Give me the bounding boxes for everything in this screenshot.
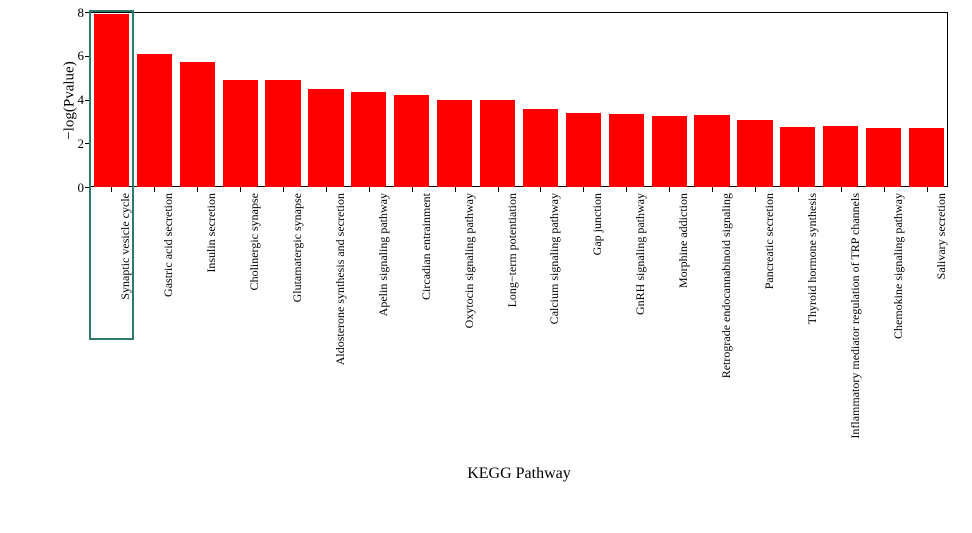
bar	[909, 128, 944, 187]
x-tick-mark	[283, 187, 284, 192]
x-tick-mark	[712, 187, 713, 192]
x-tick-mark	[626, 187, 627, 192]
x-tick-label: GnRH signaling pathway	[633, 193, 648, 493]
x-tick-mark	[455, 187, 456, 192]
bar	[437, 100, 472, 188]
x-tick-label: Apelin signaling pathway	[376, 193, 391, 493]
x-tick-label: Salivary secretion	[934, 193, 949, 493]
x-tick-label: Long−term potentiation	[505, 193, 520, 493]
x-tick-label: Pancreatic secretion	[762, 193, 777, 493]
x-tick-label: Circadian entrainment	[419, 193, 434, 493]
bar	[823, 126, 858, 187]
bar	[180, 62, 215, 187]
x-tick-mark	[154, 187, 155, 192]
bar	[652, 116, 687, 187]
x-tick-label: Cholinergic synapse	[247, 193, 262, 493]
kegg-bar-chart: 02468 −log(Pvalue) Synaptic vesicle cycl…	[0, 0, 972, 533]
y-axis-label: −log(Pvalue)	[62, 51, 79, 151]
bar	[566, 113, 601, 187]
x-tick-label: Calcium signaling pathway	[547, 193, 562, 493]
x-tick-label: Thyroid hormone synthesis	[805, 193, 820, 493]
x-tick-mark	[583, 187, 584, 192]
bar	[223, 80, 258, 187]
bar	[394, 95, 429, 187]
x-tick-mark	[755, 187, 756, 192]
bars-container	[90, 12, 948, 187]
x-tick-mark	[841, 187, 842, 192]
x-axis-label: KEGG Pathway	[90, 465, 948, 483]
x-tick-label: Morphine addiction	[676, 193, 691, 493]
x-tick-label: Oxytocin signaling pathway	[462, 193, 477, 493]
bar	[609, 114, 644, 187]
x-tick-mark	[369, 187, 370, 192]
highlight-box	[89, 10, 134, 340]
x-tick-mark	[798, 187, 799, 192]
bar	[694, 115, 729, 187]
bar	[866, 128, 901, 187]
bar	[351, 92, 386, 187]
x-tick-label: Inflammatory mediator regulation of TRP …	[848, 193, 863, 493]
x-tick-label: Gap junction	[590, 193, 605, 493]
x-tick-label: Insulin secretion	[204, 193, 219, 493]
bar	[308, 89, 343, 187]
y-tick-label: 8	[62, 5, 84, 21]
x-tick-label: Aldosterone synthesis and secretion	[333, 193, 348, 493]
bar	[737, 120, 772, 187]
bar	[523, 109, 558, 187]
x-tick-label: Chemokine signaling pathway	[891, 193, 906, 493]
x-tick-mark	[669, 187, 670, 192]
bar	[137, 54, 172, 187]
y-tick-label: 0	[62, 180, 84, 196]
bar	[265, 80, 300, 187]
x-tick-mark	[240, 187, 241, 192]
x-tick-mark	[540, 187, 541, 192]
x-tick-mark	[326, 187, 327, 192]
bar	[780, 127, 815, 187]
x-tick-mark	[498, 187, 499, 192]
x-tick-mark	[884, 187, 885, 192]
bar	[480, 100, 515, 188]
x-tick-label: Gastric acid secretion	[161, 193, 176, 493]
x-tick-mark	[927, 187, 928, 192]
x-tick-mark	[197, 187, 198, 192]
x-tick-label: Retrograde endocannabinoid signaling	[719, 193, 734, 493]
x-tick-mark	[412, 187, 413, 192]
x-tick-label: Glutamatergic synapse	[290, 193, 305, 493]
